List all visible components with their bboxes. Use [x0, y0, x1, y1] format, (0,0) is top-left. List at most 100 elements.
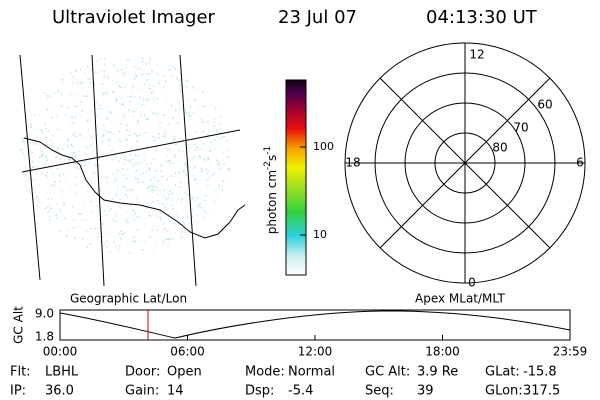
dot: [173, 139, 176, 141]
dot: [132, 163, 135, 165]
dot: [169, 159, 172, 162]
dot: [104, 176, 107, 179]
dot: [104, 58, 106, 60]
dot: [37, 200, 39, 202]
dot: [47, 197, 50, 200]
dot: [132, 162, 135, 164]
dot: [61, 148, 64, 150]
dot: [163, 228, 166, 230]
dot: [186, 193, 189, 196]
dot: [148, 62, 150, 64]
dot: [158, 136, 161, 139]
dot: [139, 97, 141, 100]
dot: [117, 248, 119, 250]
dot: [101, 70, 103, 72]
dot: [77, 93, 80, 96]
dot: [141, 60, 144, 62]
dot: [57, 156, 59, 158]
dot: [192, 167, 195, 169]
dot: [120, 68, 123, 71]
dot: [213, 149, 215, 151]
dot: [186, 99, 189, 101]
dot: [177, 198, 180, 201]
dot: [56, 90, 59, 93]
dot: [71, 116, 73, 118]
dot: [165, 80, 167, 83]
dot: [33, 198, 35, 200]
dot: [174, 68, 176, 70]
dot: [73, 123, 75, 125]
dot: [211, 105, 213, 107]
dot: [133, 115, 135, 117]
dot: [96, 205, 99, 207]
dot: [210, 150, 212, 152]
dot: [114, 245, 117, 248]
dot: [186, 208, 188, 211]
dot: [84, 153, 87, 155]
dot: [149, 58, 151, 60]
dot: [161, 183, 164, 186]
dot: [129, 153, 131, 156]
dot: [169, 190, 171, 192]
dot: [165, 202, 168, 205]
dot: [143, 83, 146, 86]
dot: [174, 154, 176, 156]
dot: [100, 83, 102, 85]
dot: [182, 150, 184, 153]
dot: [80, 135, 83, 137]
dot: [103, 69, 106, 72]
dot: [146, 118, 148, 120]
dot: [216, 163, 219, 166]
dot: [204, 210, 206, 212]
dot: [200, 206, 202, 208]
dot: [86, 119, 89, 122]
dot: [151, 189, 154, 191]
dot: [31, 161, 33, 163]
dot: [119, 206, 122, 209]
dot: [150, 179, 153, 181]
dot: [141, 181, 144, 183]
dot: [90, 201, 92, 203]
dot: [114, 177, 117, 179]
dot: [105, 246, 108, 249]
dot: [192, 196, 195, 198]
dot: [120, 86, 122, 88]
dot: [96, 101, 99, 103]
dot: [142, 172, 144, 174]
dot: [136, 197, 138, 200]
dot: [207, 178, 209, 181]
dot: [50, 207, 52, 210]
dot: [123, 168, 126, 171]
dot: [56, 203, 58, 206]
dot: [111, 173, 114, 175]
dot: [129, 130, 132, 133]
dot: [125, 204, 128, 206]
dot: [148, 84, 151, 87]
dot: [113, 221, 116, 223]
dot: [89, 243, 91, 245]
dot: [76, 79, 78, 81]
dot: [178, 79, 181, 81]
colorbar-tick-label: 100: [313, 140, 334, 153]
dot: [171, 204, 173, 206]
dot: [152, 186, 154, 188]
dot: [45, 192, 47, 194]
dot: [158, 203, 160, 205]
dot: [86, 246, 89, 248]
dot: [80, 101, 82, 103]
dot: [95, 163, 97, 166]
dot: [101, 223, 104, 225]
dot: [220, 128, 223, 130]
dot: [99, 58, 101, 61]
dot: [133, 96, 136, 98]
dot: [133, 214, 135, 216]
status-value: 14: [167, 384, 184, 399]
dot: [126, 219, 129, 222]
dot: [193, 143, 196, 146]
dot: [173, 215, 175, 218]
dot: [149, 185, 152, 187]
dot: [228, 167, 230, 170]
dot: [133, 132, 135, 134]
dot: [155, 170, 158, 172]
dot: [228, 157, 231, 159]
